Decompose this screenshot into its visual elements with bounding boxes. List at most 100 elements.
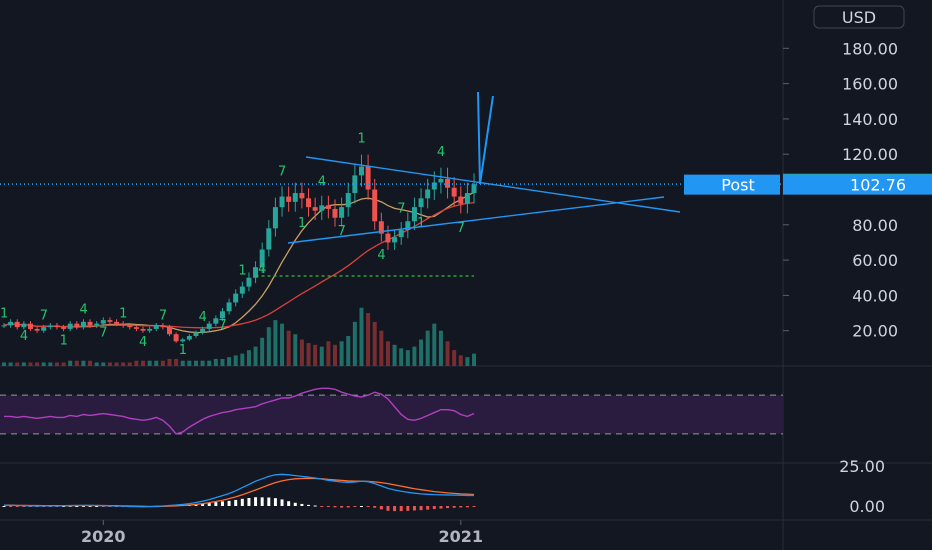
macd-histogram-bar — [307, 504, 311, 506]
sequential-count: 4 — [199, 310, 207, 325]
macd-histogram-bar — [287, 501, 291, 506]
upper-trendline — [305, 156, 681, 213]
macd-histogram-bar — [254, 497, 258, 506]
macd-pane — [2, 473, 476, 512]
candlesticks — [1, 154, 477, 343]
macd-histogram-bar — [95, 506, 99, 507]
candle-body — [319, 205, 325, 211]
candle-body — [127, 325, 133, 328]
sequential-count: 1 — [238, 264, 246, 279]
volume-bar — [41, 362, 46, 366]
candle-body — [332, 208, 338, 218]
volume-bar — [174, 358, 179, 366]
volume-bar — [127, 362, 132, 366]
sequential-count: 1 — [119, 306, 127, 321]
candle-body — [54, 325, 60, 328]
volume-bar — [74, 360, 79, 366]
sequential-count: 4 — [437, 145, 445, 160]
volume-bar — [121, 362, 126, 366]
volume-bar — [2, 362, 6, 366]
candle-body — [279, 196, 285, 208]
macd-histogram-bar — [75, 506, 79, 507]
volume-bar — [94, 362, 99, 366]
volume-bar — [233, 355, 238, 366]
candle-body — [345, 193, 351, 208]
volume-bar — [54, 362, 59, 366]
volume-bar — [333, 344, 337, 366]
sequential-count: 4 — [377, 248, 385, 263]
rsi-band — [0, 395, 783, 434]
candle-body — [34, 328, 40, 331]
volume-bar — [193, 360, 198, 366]
volume-bar — [432, 323, 437, 366]
macd-tick-label: 0.00 — [849, 497, 885, 516]
candle-body — [233, 293, 239, 303]
candle-body — [200, 328, 206, 333]
sequential-count: 7 — [457, 221, 465, 236]
candle-body — [213, 318, 219, 324]
macd-histogram-bar — [300, 503, 304, 506]
volume-bar — [28, 362, 33, 366]
candle-body — [186, 335, 192, 340]
candle-body — [8, 321, 14, 326]
volume-bar — [200, 360, 205, 366]
volume-bar — [425, 330, 430, 366]
macd-histogram-bar — [426, 506, 430, 510]
candle-body — [193, 332, 199, 336]
sequential-count: 1 — [298, 216, 306, 231]
candle-body — [405, 221, 411, 231]
volume-bar — [141, 360, 146, 366]
macd-histogram-bar — [240, 498, 244, 506]
candle-body — [352, 175, 358, 194]
candle-body — [292, 193, 298, 202]
volume-bar — [167, 358, 172, 366]
macd-histogram-bar — [101, 506, 105, 507]
macd-histogram-bar — [220, 501, 224, 506]
candle-body — [153, 325, 159, 329]
macd-histogram-bar — [406, 506, 410, 511]
time-tick-label: 2021 — [439, 527, 484, 546]
sequential-count: 4 — [20, 329, 28, 344]
volume-bar — [35, 362, 40, 366]
macd-tick-label: 25.00 — [839, 457, 885, 476]
volume-bar — [246, 350, 251, 366]
volume-bar — [114, 362, 119, 366]
macd-histogram-bar — [419, 506, 423, 511]
volume-bar — [452, 350, 457, 366]
candle-body — [114, 321, 120, 324]
sequential-count: 7 — [278, 165, 286, 180]
volume-bar — [213, 358, 218, 366]
price-tick-label: 40.00 — [852, 286, 898, 305]
volume-bar — [68, 360, 73, 366]
candle-body — [418, 198, 424, 208]
macd-histogram-bar — [273, 498, 277, 506]
volume-bar — [88, 360, 93, 366]
macd-histogram-bar — [267, 497, 271, 506]
volume-bar — [266, 327, 271, 366]
candle-body — [100, 320, 106, 324]
macd-histogram-bar — [293, 502, 297, 506]
volume-bar — [15, 362, 20, 366]
volume-bar — [48, 362, 53, 366]
macd-histogram-bar — [366, 506, 370, 507]
candle-body — [41, 327, 47, 331]
volume-bar — [445, 341, 450, 366]
candle-body — [358, 166, 364, 176]
volume-bar — [313, 344, 318, 366]
candle-body — [259, 249, 265, 268]
sequential-count: 7 — [218, 318, 226, 333]
volume-bar — [180, 360, 185, 366]
candle-body — [219, 311, 225, 319]
post-market-tag-label: Post — [721, 176, 754, 195]
volume-bar — [372, 321, 377, 366]
candle-body — [438, 178, 444, 183]
candle-body — [61, 327, 67, 329]
candle-body — [464, 193, 470, 204]
macd-histogram-bar — [333, 506, 337, 508]
candle-body — [80, 321, 86, 328]
macd-histogram-bar — [88, 505, 92, 507]
volume-bar — [319, 346, 324, 366]
macd-histogram-bar — [340, 506, 344, 508]
candle-body — [471, 184, 477, 194]
